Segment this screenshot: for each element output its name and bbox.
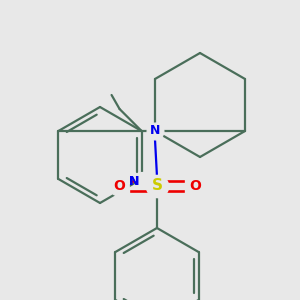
Text: S: S [152, 178, 163, 194]
Text: O: O [113, 179, 125, 193]
Text: O: O [189, 179, 201, 193]
Text: N: N [128, 175, 139, 188]
Text: N: N [150, 124, 160, 137]
Text: N: N [128, 175, 139, 188]
